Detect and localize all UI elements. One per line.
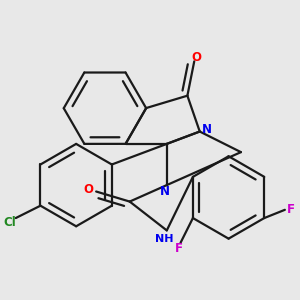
Text: F: F — [175, 242, 182, 256]
Text: N: N — [160, 185, 170, 198]
Text: N: N — [202, 123, 212, 136]
Text: O: O — [191, 51, 201, 64]
Text: NH: NH — [155, 234, 174, 244]
Text: F: F — [287, 203, 295, 216]
Text: O: O — [83, 183, 93, 196]
Text: Cl: Cl — [3, 216, 16, 229]
